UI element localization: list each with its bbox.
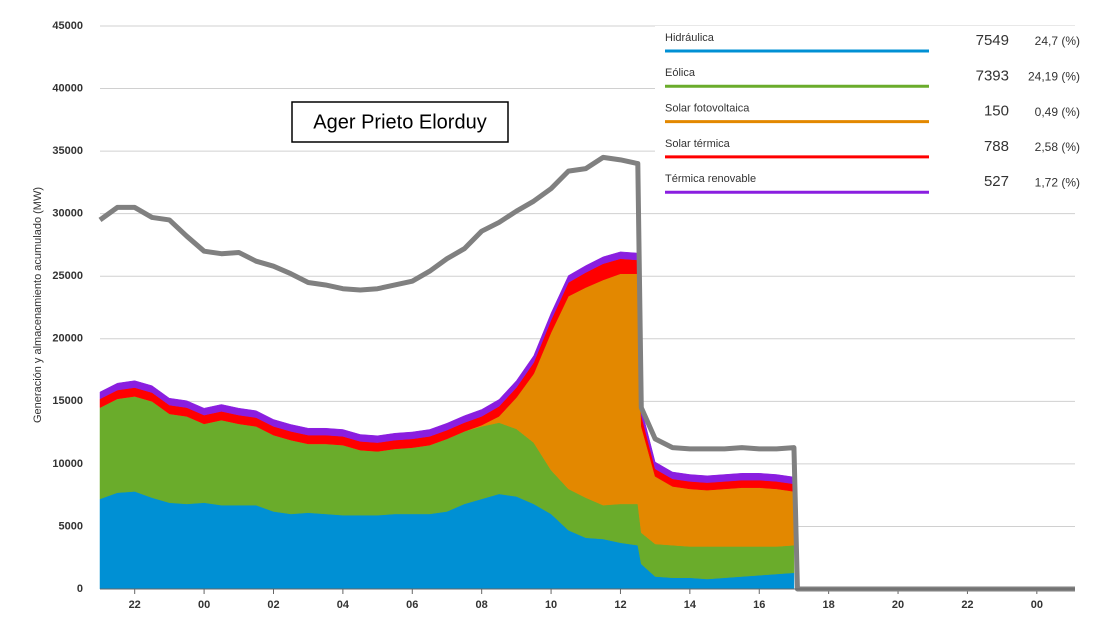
y-axis-title: Generación y almacenamiento acumulado (M… (32, 187, 44, 423)
x-tick-label: 00 (198, 599, 210, 611)
chart-title: Ager Prieto Elorduy (313, 111, 486, 133)
legend-name: Térmica renovable (665, 173, 756, 185)
legend-value: 7549 (976, 32, 1009, 49)
y-tick-label: 0 (77, 583, 83, 595)
y-tick-label: 20000 (52, 333, 83, 345)
y-tick-label: 35000 (52, 145, 83, 157)
legend-value: 527 (984, 173, 1009, 190)
legend-value: 7393 (976, 67, 1009, 84)
x-tick-label: 10 (545, 599, 557, 611)
legend-share: 1,72 (%) (1035, 175, 1080, 189)
x-tick-label: 16 (753, 599, 765, 611)
legend-name: Solar fotovoltaica (665, 103, 750, 115)
x-tick-label: 14 (684, 599, 697, 611)
x-tick-label: 12 (614, 599, 626, 611)
legend-name: Eólica (665, 67, 696, 79)
x-tick-label: 02 (267, 599, 279, 611)
x-tick-label: 18 (823, 599, 835, 611)
y-tick-label: 5000 (59, 520, 83, 532)
legend-name: Hidráulica (665, 32, 715, 44)
x-tick-label: 00 (1031, 599, 1043, 611)
y-tick-label: 25000 (52, 270, 83, 282)
x-tick-label: 06 (406, 599, 418, 611)
legend-share: 24,19 (%) (1028, 69, 1080, 83)
line (98, 154, 1075, 592)
y-tick-label: 15000 (52, 395, 83, 407)
legend-share: 0,49 (%) (1035, 105, 1080, 119)
legend-panel (655, 26, 1085, 202)
y-tick-label: 10000 (52, 458, 83, 470)
title-box (291, 101, 509, 143)
x-tick-label: 04 (337, 599, 350, 611)
x-tick-label: 20 (892, 599, 904, 611)
y-tick-label: 45000 (52, 20, 83, 32)
legend-value: 150 (984, 103, 1009, 120)
x-tick-label: 22 (129, 599, 141, 611)
legend-value: 788 (984, 138, 1009, 155)
legend-share: 24,7 (%) (1035, 34, 1080, 48)
y-tick-label: 30000 (52, 208, 83, 220)
legend-name: Solar térmica (665, 138, 731, 150)
x-tick-label: 22 (961, 599, 973, 611)
x-tick-label: 08 (476, 599, 488, 611)
legend-share: 2,58 (%) (1035, 140, 1080, 154)
y-tick-label: 40000 (52, 82, 83, 94)
